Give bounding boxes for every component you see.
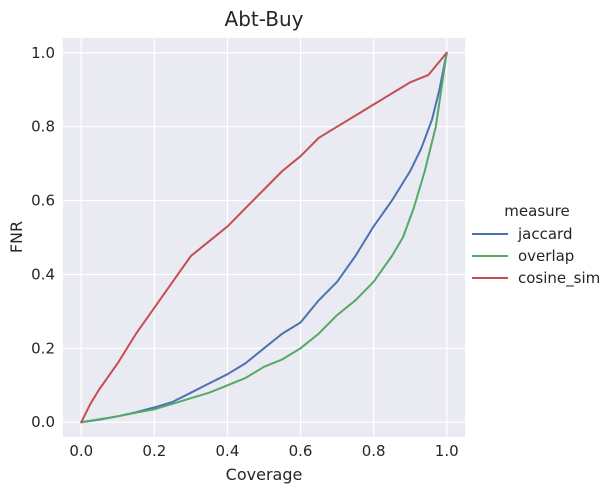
y-tick-label: 0.6	[31, 192, 55, 210]
y-tick-label: 0.8	[31, 118, 55, 136]
legend-label-cosine-sim: cosine_sim	[518, 269, 600, 288]
legend-title: measure	[504, 202, 569, 220]
series-lines	[80, 51, 448, 424]
series-line-jaccard	[80, 51, 448, 424]
grid	[63, 38, 465, 437]
x-tick-label: 0.8	[362, 442, 386, 460]
y-tick-label: 0.4	[31, 265, 55, 283]
y-tick-label: 0.2	[31, 339, 55, 357]
plot-area	[63, 38, 465, 437]
series-line-overlap	[80, 51, 448, 424]
y-tick-label: 1.0	[31, 44, 55, 62]
y-tick-labels: 0.0 0.2 0.4 0.6 0.8 1.0	[31, 44, 55, 431]
x-tick-label: 0.4	[216, 442, 240, 460]
y-axis-label: FNR	[7, 221, 26, 253]
x-tick-label: 1.0	[435, 442, 459, 460]
x-axis-label: Coverage	[226, 465, 303, 484]
x-tick-label: 0.2	[142, 442, 166, 460]
x-tick-labels: 0.0 0.2 0.4 0.6 0.8 1.0	[69, 442, 458, 460]
series-line-cosine-sim	[80, 51, 448, 424]
legend-label-jaccard: jaccard	[517, 225, 572, 243]
y-tick-label: 0.0	[31, 413, 55, 431]
x-tick-label: 0.6	[289, 442, 313, 460]
legend: measure jaccard overlap cosine_sim	[472, 202, 600, 288]
legend-label-overlap: overlap	[518, 247, 574, 265]
x-tick-label: 0.0	[69, 442, 93, 460]
chart-title: Abt-Buy	[225, 7, 304, 31]
